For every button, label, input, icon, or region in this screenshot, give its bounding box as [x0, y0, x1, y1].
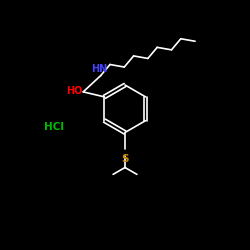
Text: HN: HN — [91, 64, 108, 74]
Text: HCl: HCl — [44, 122, 64, 132]
Text: S: S — [121, 154, 129, 164]
Text: HO: HO — [66, 86, 82, 96]
